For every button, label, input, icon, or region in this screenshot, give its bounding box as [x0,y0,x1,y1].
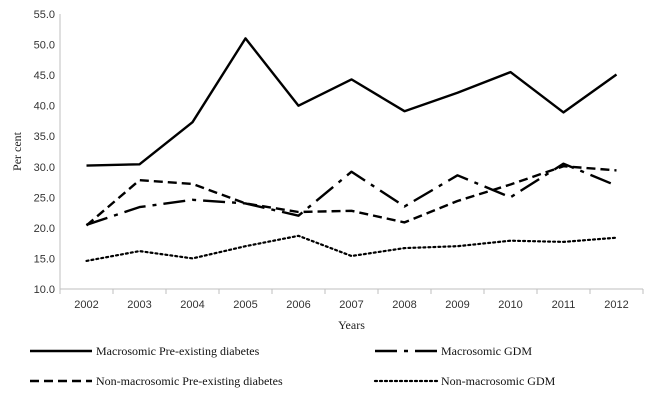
legend: Macrosomic Pre-existing diabetes Macrosom… [30,344,556,388]
y-axis-label: Per cent [10,131,24,171]
series-line-4 [85,234,618,262]
legend-label-3: Non-macrosomic Pre-existing diabetes [96,374,283,388]
legend-label-2: Macrosomic GDM [441,344,532,358]
y-tick-label: 50.0 [34,40,55,52]
y-tick-label: 40.0 [34,101,55,113]
x-tick-label: 2009 [445,299,469,311]
x-tick-label: 2003 [127,299,151,311]
x-tick-label: 2006 [286,299,310,311]
y-tick-label: 30.0 [34,162,55,174]
x-tick-label: 2010 [498,299,522,311]
legend-label-4: Non-macrosomic GDM [441,374,556,388]
y-tick-label: 20.0 [34,223,55,235]
y-tick-label: 35.0 [34,131,55,143]
y-axis: 10.0 15.0 20.0 25.0 30.0 35.0 40.0 45.0 50.0 55.0 [34,9,61,296]
y-tick-label: 25.0 [34,192,55,204]
y-tick-label: 15.0 [34,253,55,265]
x-tick-label: 2002 [74,299,98,311]
legend-label-1: Macrosomic Pre-existing diabetes [96,344,260,358]
x-tick-label: 2004 [180,299,204,311]
y-tick-label: 45.0 [34,70,55,82]
x-tick-label: 2005 [233,299,257,311]
x-tick-label: 2012 [604,299,628,311]
y-tick-label: 10.0 [34,284,55,296]
x-axis-label: Years [338,318,365,332]
series-line-3 [85,164,617,227]
x-tick-label: 2011 [552,299,576,311]
x-axis: 2002 2003 2004 2005 2006 2007 2008 2009 2010 2011… [59,288,644,311]
series-line-1 [86,37,618,167]
series-line-2 [86,162,617,226]
y-tick-label: 55.0 [34,9,55,21]
x-tick-label: 2007 [339,299,363,311]
series-layer [85,37,618,262]
x-tick-label: 2008 [392,299,416,311]
